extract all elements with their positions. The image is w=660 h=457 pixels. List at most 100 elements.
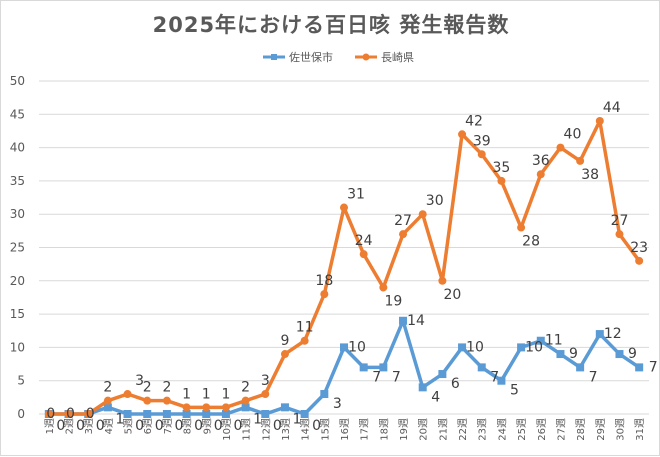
x-tick-label: 18週: [378, 418, 390, 441]
y-tick-label: 30: [10, 207, 25, 221]
data-point: [517, 223, 526, 232]
data-point: [635, 256, 644, 265]
x-tick-label: 22週: [457, 418, 469, 441]
data-point: [84, 410, 93, 418]
data-point: [517, 343, 526, 352]
data-point: [300, 336, 309, 345]
data-label: 1: [182, 386, 191, 402]
data-label: 0: [46, 406, 55, 422]
data-point: [143, 410, 152, 418]
data-label: 12: [604, 326, 622, 342]
legend-swatch-marker: [271, 54, 277, 60]
x-tick-label: 16週: [339, 418, 351, 441]
data-label: 0: [56, 418, 65, 434]
data-point: [340, 343, 348, 352]
data-point: [221, 410, 230, 418]
data-point: [202, 410, 211, 418]
data-point: [556, 350, 565, 359]
x-tick-label: 27週: [555, 418, 567, 441]
data-point: [320, 290, 329, 299]
data-label: 38: [581, 167, 599, 183]
x-tick-label: 8週: [182, 418, 194, 434]
data-label: 10: [466, 339, 484, 355]
data-point: [162, 396, 171, 405]
x-tick-label: 28週: [575, 418, 587, 441]
data-label: 40: [564, 127, 582, 143]
data-point: [595, 330, 604, 339]
data-label: 27: [394, 213, 412, 229]
data-label: 30: [426, 193, 444, 209]
data-label: 9: [628, 346, 637, 362]
data-point: [202, 403, 211, 412]
x-tick-label: 31週: [634, 418, 646, 441]
data-label: 36: [532, 153, 550, 169]
data-label: 0: [155, 418, 164, 434]
data-label: 24: [355, 233, 373, 249]
data-point: [556, 143, 565, 152]
x-tick-label: 1週: [44, 418, 56, 434]
data-label: 3: [261, 373, 270, 389]
data-label: 0: [76, 418, 85, 434]
x-tick-label: 11週: [241, 418, 253, 441]
data-label: 1: [202, 386, 211, 402]
data-point: [458, 343, 467, 352]
data-point: [615, 230, 624, 239]
legend-entry: 佐世保市: [289, 50, 333, 64]
x-tick-label: 5週: [123, 418, 135, 434]
data-label: 3: [333, 396, 342, 412]
data-label: 7: [589, 369, 598, 385]
data-label: 2: [143, 380, 152, 396]
y-tick-label: 5: [17, 374, 25, 388]
data-label: 0: [135, 418, 144, 434]
y-tick-label: 50: [10, 74, 25, 88]
data-point: [477, 150, 486, 159]
data-point: [221, 403, 230, 412]
data-label: 4: [431, 389, 440, 405]
data-point: [615, 350, 624, 359]
data-point: [280, 403, 289, 412]
legend-entry: 長崎県: [381, 50, 414, 64]
data-point: [576, 363, 585, 372]
x-tick-label: 25週: [516, 418, 528, 441]
data-label: 11: [296, 320, 314, 336]
data-label: 28: [522, 234, 540, 250]
data-point: [399, 230, 408, 239]
data-label: 6: [451, 376, 460, 392]
x-tick-label: 9週: [201, 418, 213, 434]
x-tick-label: 14週: [300, 418, 312, 441]
data-label: 42: [465, 113, 483, 129]
data-point: [536, 336, 545, 345]
data-label: 10: [525, 339, 543, 355]
data-point: [359, 250, 368, 259]
data-label: 0: [273, 418, 282, 434]
data-label: 0: [174, 418, 183, 434]
data-label: 14: [407, 313, 425, 329]
data-label: 9: [569, 346, 578, 362]
data-label: 10: [348, 339, 366, 355]
data-point: [340, 203, 348, 212]
data-label: 0: [233, 418, 242, 434]
x-tick-label: 15週: [319, 418, 331, 441]
data-point: [320, 390, 329, 399]
data-label: 20: [443, 287, 461, 303]
data-label: 9: [281, 333, 290, 349]
data-point: [182, 403, 191, 412]
data-point: [103, 396, 112, 405]
x-tick-label: 30週: [614, 418, 626, 441]
x-tick-label: 19週: [398, 418, 410, 441]
x-tick-label: 23週: [477, 418, 489, 441]
x-tick-label: 29週: [595, 418, 607, 441]
x-tick-label: 3週: [83, 418, 95, 434]
data-label: 18: [315, 273, 333, 289]
y-tick-label: 15: [10, 307, 25, 321]
data-label: 11: [545, 333, 563, 349]
data-label: 27: [611, 213, 629, 229]
data-point: [123, 410, 132, 418]
data-label: 1: [253, 411, 262, 427]
data-label: 7: [649, 359, 658, 375]
x-tick-label: 2週: [64, 418, 76, 434]
data-label: 1: [221, 386, 230, 402]
data-label: 7: [490, 369, 499, 385]
data-point: [438, 276, 447, 285]
